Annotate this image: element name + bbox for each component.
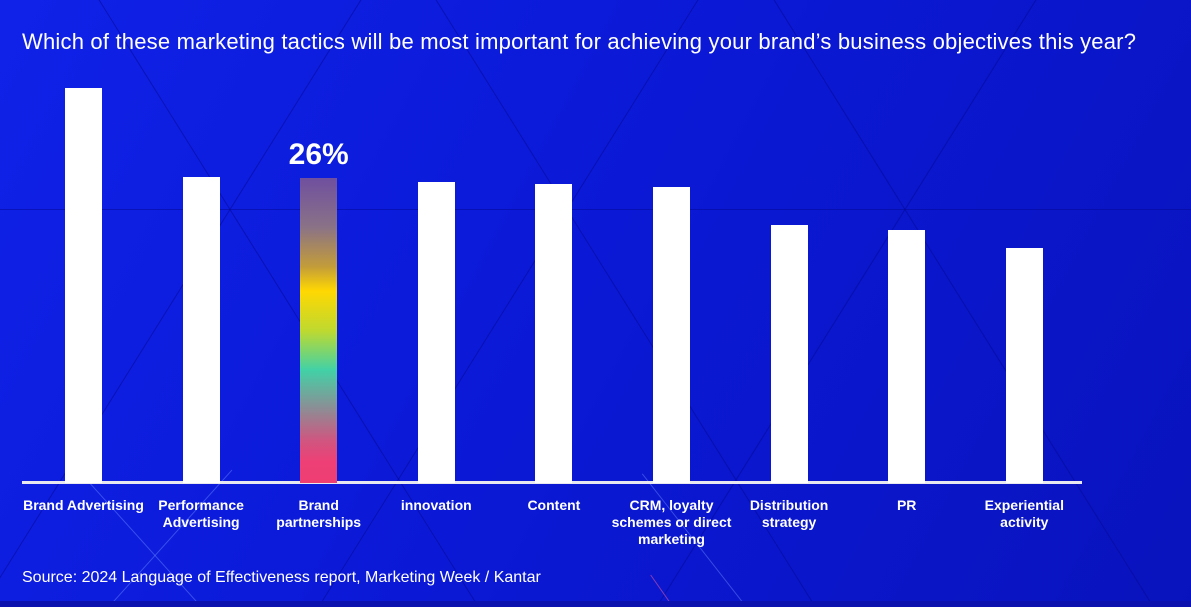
category-label-line: marketing: [638, 531, 705, 547]
category-label-pr: PR: [832, 497, 982, 514]
source-note: Source: 2024 Language of Effectiveness r…: [22, 569, 541, 586]
bar-crm-loyalty-schemes-or-direct-marketing: [653, 187, 690, 483]
category-label-experiential-activity: Experiential activity: [949, 497, 1099, 531]
category-label-crm-loyalty-schemes-or-direct-marketing: CRM, loyalty schemes or direct marketing: [597, 497, 747, 548]
category-label-line: partnerships: [276, 514, 362, 530]
bar-content: [535, 183, 573, 483]
category-label-line: Content: [527, 497, 581, 513]
category-label-line: Performance: [158, 497, 244, 513]
page-title: Which of these marketing tactics will be…: [22, 29, 1137, 54]
bar-innovation: [417, 181, 455, 483]
category-label-line: Advertising: [162, 514, 240, 530]
bar-experiential-activity: [1005, 248, 1043, 483]
category-label-line: Distribution: [749, 497, 829, 513]
category-label-line: activity: [1000, 514, 1049, 530]
bar-brand-advertising: [65, 87, 102, 483]
category-label-brand-advertising: Brand Advertising: [9, 497, 159, 514]
category-label-line: Brand Advertising: [23, 497, 144, 513]
category-label-line: CRM, loyalty: [629, 497, 714, 513]
category-label-line: schemes or direct: [611, 514, 732, 530]
category-label-brand-partnerships: Brand partnerships: [244, 497, 394, 531]
category-label-performance-advertising: Performance Advertising: [126, 497, 276, 531]
category-label-line: innovation: [400, 497, 472, 513]
category-label-line: PR: [896, 497, 917, 513]
bar-brand-partnerships: [300, 178, 338, 483]
bottom-strip: [0, 601, 1191, 607]
bar-pr: [888, 229, 926, 483]
bar-distribution-strategy: [770, 224, 808, 483]
bar-data-label-brand-partnerships: 26%: [288, 138, 349, 171]
category-label-line: strategy: [761, 514, 817, 530]
category-label-content: Content: [479, 497, 629, 514]
bar-performance-advertising: [182, 176, 220, 483]
category-label-line: Experiential: [984, 497, 1064, 513]
category-label-innovation: innovation: [361, 497, 511, 514]
category-label-distribution-strategy: Distribution strategy: [714, 497, 864, 531]
category-label-line: Brand: [298, 497, 339, 513]
